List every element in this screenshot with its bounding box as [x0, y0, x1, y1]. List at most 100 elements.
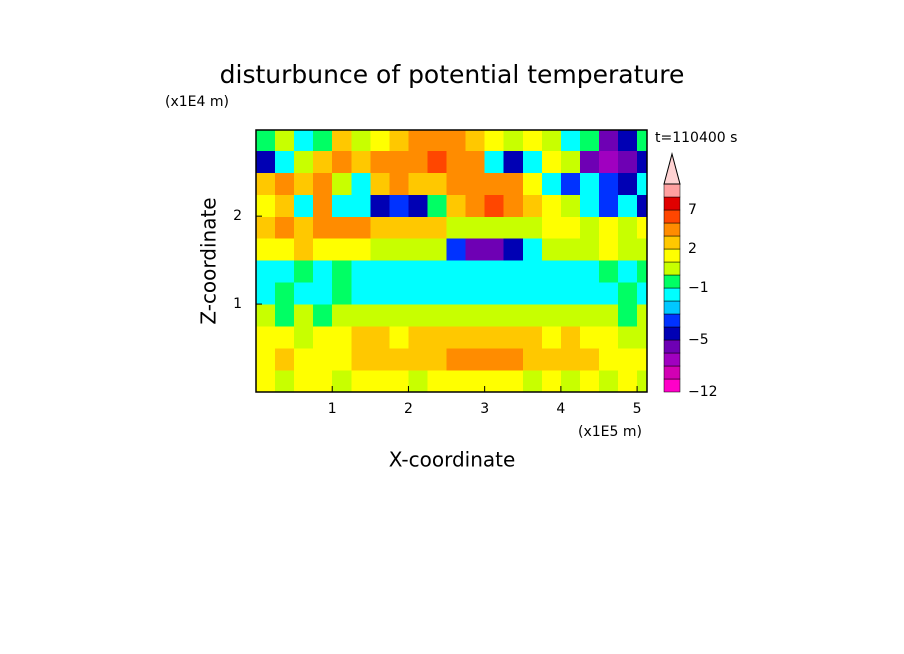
contour-cell [618, 326, 638, 349]
contour-cell [427, 150, 448, 173]
contour-cell [541, 194, 562, 217]
contour-cell [446, 194, 467, 217]
contour-cell [465, 150, 486, 173]
contour-cell [275, 194, 295, 217]
contour-cell [370, 172, 390, 195]
field [256, 130, 647, 392]
contour-cell [560, 238, 581, 261]
contour-cell [427, 130, 448, 151]
contour-cell [465, 172, 486, 195]
contour-cell [294, 348, 314, 371]
contour-cell [313, 194, 333, 217]
contour-cell [256, 172, 276, 195]
contour-cell [446, 260, 467, 283]
contour-cell [389, 130, 410, 151]
contour-cell [484, 348, 505, 371]
contour-cell [560, 370, 581, 392]
contour-cell [351, 150, 371, 173]
contour-cell [256, 238, 276, 261]
colorbar-box [663, 326, 681, 341]
contour-cell [446, 370, 467, 392]
contour-cell [598, 370, 619, 392]
colorbar-box [663, 274, 681, 289]
contour-cell [446, 304, 467, 327]
colorbar-box [663, 339, 681, 354]
contour-cell [351, 304, 371, 327]
contour-cell [370, 130, 390, 151]
contour-cell [522, 194, 543, 217]
contour-cell [560, 304, 581, 327]
contour-cell [541, 304, 562, 327]
contour-cell [503, 216, 524, 239]
contour-cell [484, 326, 505, 349]
contour-cell [313, 172, 333, 195]
contour-cell [351, 194, 371, 217]
contour-cell [275, 130, 295, 151]
contour-cell [598, 260, 619, 283]
contour-cell [484, 370, 505, 392]
contour-cell [427, 348, 448, 371]
axes: 1 2 3 4 512−12−5−127 [233, 129, 718, 417]
contour-cell [332, 304, 352, 327]
contour-cell [522, 304, 543, 327]
contour-cell [560, 282, 581, 305]
contour-cell [294, 216, 314, 239]
contour-cell [275, 150, 295, 173]
contour-cell [579, 304, 600, 327]
contour-cell [618, 282, 638, 305]
contour-cell [351, 216, 371, 239]
contour-cell [332, 172, 352, 195]
contour-cell [560, 172, 581, 195]
contour-cell [256, 260, 276, 283]
contour-cell [560, 326, 581, 349]
contour-cell [541, 260, 562, 283]
contour-cell [389, 260, 410, 283]
contour-cell [294, 304, 314, 327]
colorbar-label: −1 [688, 280, 709, 296]
contour-cell [313, 348, 333, 371]
contour-cell [332, 150, 352, 173]
contour-cell [503, 130, 524, 151]
contour-cell [332, 348, 352, 371]
contour-cell [370, 282, 390, 305]
contour-cell [351, 238, 371, 261]
y-tick-label: 1 [233, 296, 242, 312]
contour-cell [294, 150, 314, 173]
contour-cell [370, 238, 390, 261]
contour-cell [637, 326, 647, 349]
contour-cell [275, 370, 295, 392]
contour-cell [465, 348, 486, 371]
contour-cell [579, 282, 600, 305]
contour-cell [637, 348, 647, 371]
contour-cell [541, 172, 562, 195]
contour-cell [351, 172, 371, 195]
contour-cell [294, 130, 314, 151]
contour-cell [332, 238, 352, 261]
contour-cell [503, 326, 524, 349]
contour-cell [522, 348, 543, 371]
contour-cell [637, 282, 647, 305]
colorbar-label: 2 [688, 241, 697, 257]
contour-cell [522, 326, 543, 349]
contour-cell [370, 194, 390, 217]
contour-cell [522, 130, 543, 151]
contour-cell [522, 370, 543, 392]
contour-cell [541, 238, 562, 261]
contour-cell [579, 238, 600, 261]
contour-cell [313, 260, 333, 283]
contour-cell [579, 260, 600, 283]
contour-cell [579, 172, 600, 195]
chart-title: disturbunce of potential temperature [220, 60, 685, 89]
colorbar-box [663, 235, 681, 250]
contour-cell [389, 348, 410, 371]
contour-cell [541, 216, 562, 239]
colorbar-box [663, 300, 681, 315]
contour-cell [541, 370, 562, 392]
contour-cell [313, 216, 333, 239]
contour-cell [618, 194, 638, 217]
contour-cell [579, 348, 600, 371]
x-tick-label: 5 [633, 401, 642, 417]
contour-cell [579, 370, 600, 392]
contour-cell [618, 348, 638, 371]
